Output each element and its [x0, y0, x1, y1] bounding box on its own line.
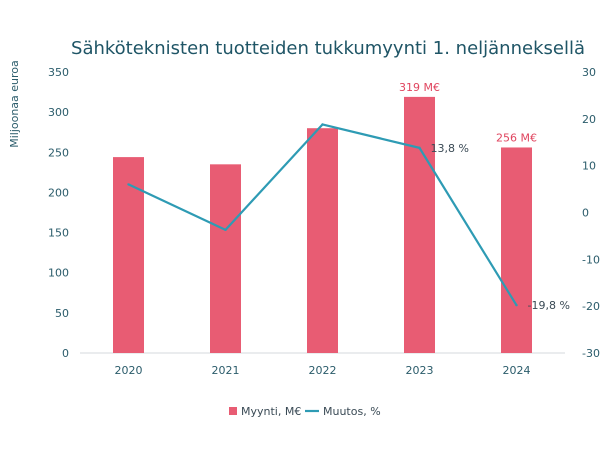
x-tick-label: 2022	[309, 364, 337, 377]
left-tick-label: 300	[48, 106, 69, 119]
line-point-2024	[515, 304, 518, 307]
bar-2021	[210, 164, 241, 353]
bar-2024	[501, 147, 532, 353]
bar-2022	[307, 128, 338, 353]
left-tick-label: 50	[55, 307, 69, 320]
left-tick-label: 100	[48, 267, 69, 280]
right-tick-label: 30	[582, 66, 596, 79]
right-tick-label: 0	[582, 207, 589, 220]
right-tick-label: -20	[582, 300, 600, 313]
right-axis-ticks: -30 -20 -10 0 10 20 30	[582, 66, 600, 360]
left-tick-label: 200	[48, 186, 69, 199]
right-tick-label: -30	[582, 347, 600, 360]
line-point-2023	[418, 146, 421, 150]
bar-series	[113, 96, 532, 353]
bar-2023	[404, 96, 435, 353]
bar-data-label: 319 M€	[399, 81, 440, 94]
line-series	[127, 123, 518, 307]
line-point-2021	[224, 228, 227, 232]
line-point-2022	[321, 123, 324, 126]
left-tick-label: 350	[48, 66, 69, 79]
legend-line-label: Muutos, %	[323, 405, 381, 418]
right-tick-label: 20	[582, 113, 596, 126]
bar-data-label: 256 M€	[496, 131, 537, 144]
x-tick-label: 2020	[115, 364, 143, 377]
line-data-label: 13,8 %	[431, 142, 469, 155]
left-tick-label: 250	[48, 146, 69, 159]
left-axis-ticks: 0 50 100 150 200 250 300 350	[48, 66, 69, 360]
right-tick-label: -10	[582, 253, 600, 266]
x-tick-label: 2023	[406, 364, 434, 377]
legend: Myynti, M€ Muutos, %	[229, 405, 381, 418]
x-axis-ticks: 2020 2021 2022 2023 2024	[115, 364, 531, 377]
line-data-label: -19,8 %	[528, 299, 570, 312]
legend-bar-label: Myynti, M€	[241, 405, 301, 418]
x-tick-label: 2021	[212, 364, 240, 377]
x-tick-label: 2024	[503, 364, 531, 377]
data-labels: 319 M€ 256 M€ 13,8 % -19,8 %	[399, 81, 570, 312]
chart-title: Sähköteknisten tuotteiden tukkumyynti 1.…	[71, 38, 585, 59]
left-tick-label: 150	[48, 227, 69, 240]
left-tick-label: 0	[62, 347, 69, 360]
line-point-2020	[127, 183, 130, 186]
y-axis-label: Miljoonaa euroa	[8, 60, 21, 148]
right-tick-label: 10	[582, 160, 596, 173]
legend-bar-swatch	[229, 407, 237, 415]
bar-2020	[113, 157, 144, 353]
